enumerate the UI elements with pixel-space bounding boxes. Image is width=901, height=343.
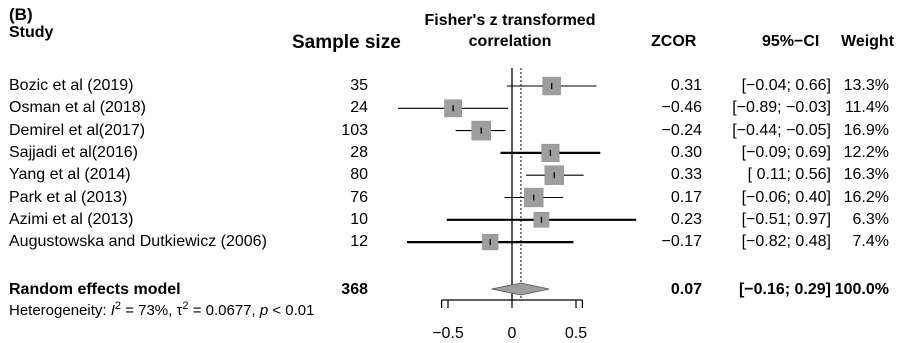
summary-zcor: 0.07	[670, 281, 702, 298]
heterogeneity-text: Heterogeneity: I2 = 73%, τ2 = 0.0677, p …	[9, 300, 315, 320]
study-weight: 12.2%	[843, 143, 889, 161]
x-tick-label: 0	[508, 325, 517, 342]
study-weight: 13.3%	[843, 77, 889, 94]
study-name: Park et al (2013)	[9, 188, 128, 206]
tau2-symbol: τ	[176, 302, 183, 319]
study-sample-size: 76	[350, 188, 368, 206]
x-tick-label: 0.5	[565, 325, 587, 342]
summary-sample-size: 368	[341, 281, 368, 298]
study-ci: [−0.44; −0.05]	[732, 121, 831, 139]
study-ci: [−0.09; 0.69]	[741, 143, 831, 161]
summary-weight: 100.0%	[834, 281, 889, 298]
summary-ci: [−0.16; 0.29]	[738, 281, 831, 298]
study-ci: [−0.82; 0.48]	[741, 233, 831, 251]
study-weight: 16.2%	[843, 188, 889, 206]
study-name: Yang et al (2014)	[9, 166, 131, 184]
study-name: Demirel et al(2017)	[9, 121, 146, 139]
pooled-estimate-diamond	[491, 282, 550, 296]
study-ci: [−0.06; 0.40]	[741, 188, 831, 206]
i2-symbol: I	[110, 302, 115, 319]
study-weight: 11.4%	[844, 99, 889, 117]
study-zcor: 0.23	[670, 210, 702, 228]
study-weight: 16.3%	[843, 166, 889, 184]
study-sample-size: 24	[350, 99, 368, 117]
study-sample-size: 80	[350, 166, 368, 184]
study-name: Azimi et al (2013)	[9, 210, 134, 228]
p-value: < 0.01	[268, 302, 315, 319]
study-name: Sajjadi et al(2016)	[9, 143, 138, 161]
plot-title-line2: correlation	[468, 33, 552, 50]
study-sample-size: 12	[350, 233, 368, 251]
study-zcor: −0.17	[661, 233, 702, 251]
zcor-column-header: ZCOR	[651, 33, 697, 50]
ci-column-header: 95%−CI	[762, 33, 820, 50]
study-sample-size: 28	[350, 143, 368, 161]
study-zcor: −0.46	[661, 99, 702, 117]
i2-value: = 73%,	[121, 302, 177, 319]
study-weight: 7.4%	[852, 233, 889, 251]
x-tick-label: −0.5	[432, 325, 464, 342]
study-zcor: 0.31	[670, 77, 702, 94]
study-zcor: 0.17	[670, 188, 702, 206]
p-symbol: p	[259, 302, 269, 319]
sample-size-column-header: Sample size	[292, 32, 401, 53]
panel-label: (B)	[9, 5, 33, 24]
study-zcor: −0.24	[661, 121, 702, 139]
study-sample-size: 10	[350, 210, 368, 228]
summary-label: Random effects model	[9, 281, 181, 298]
tau2-value: = 0.0677,	[188, 302, 260, 319]
study-name: Bozic et al (2019)	[9, 77, 134, 94]
weight-column-header: Weight	[841, 33, 895, 50]
study-sample-size: 103	[341, 121, 368, 139]
study-name: Augustowska and Dutkiewicz (2006)	[9, 233, 267, 251]
heterogeneity-prefix: Heterogeneity:	[9, 302, 111, 319]
study-zcor: 0.33	[670, 166, 702, 184]
study-weight: 16.9%	[843, 121, 889, 139]
study-ci: [−0.04; 0.66]	[741, 77, 831, 94]
study-sample-size: 35	[350, 77, 368, 94]
study-ci: [ 0.11; 0.56]	[747, 166, 831, 184]
plot-title-line1: Fisher's z transformed	[424, 12, 596, 29]
study-name: Osman et al (2018)	[9, 99, 146, 117]
study-ci: [−0.89; −0.03]	[732, 99, 831, 117]
study-zcor: 0.30	[670, 143, 702, 161]
study-ci: [−0.51; 0.97]	[741, 210, 831, 228]
study-weight: 6.3%	[852, 210, 889, 228]
study-column-header: Study	[9, 24, 54, 41]
